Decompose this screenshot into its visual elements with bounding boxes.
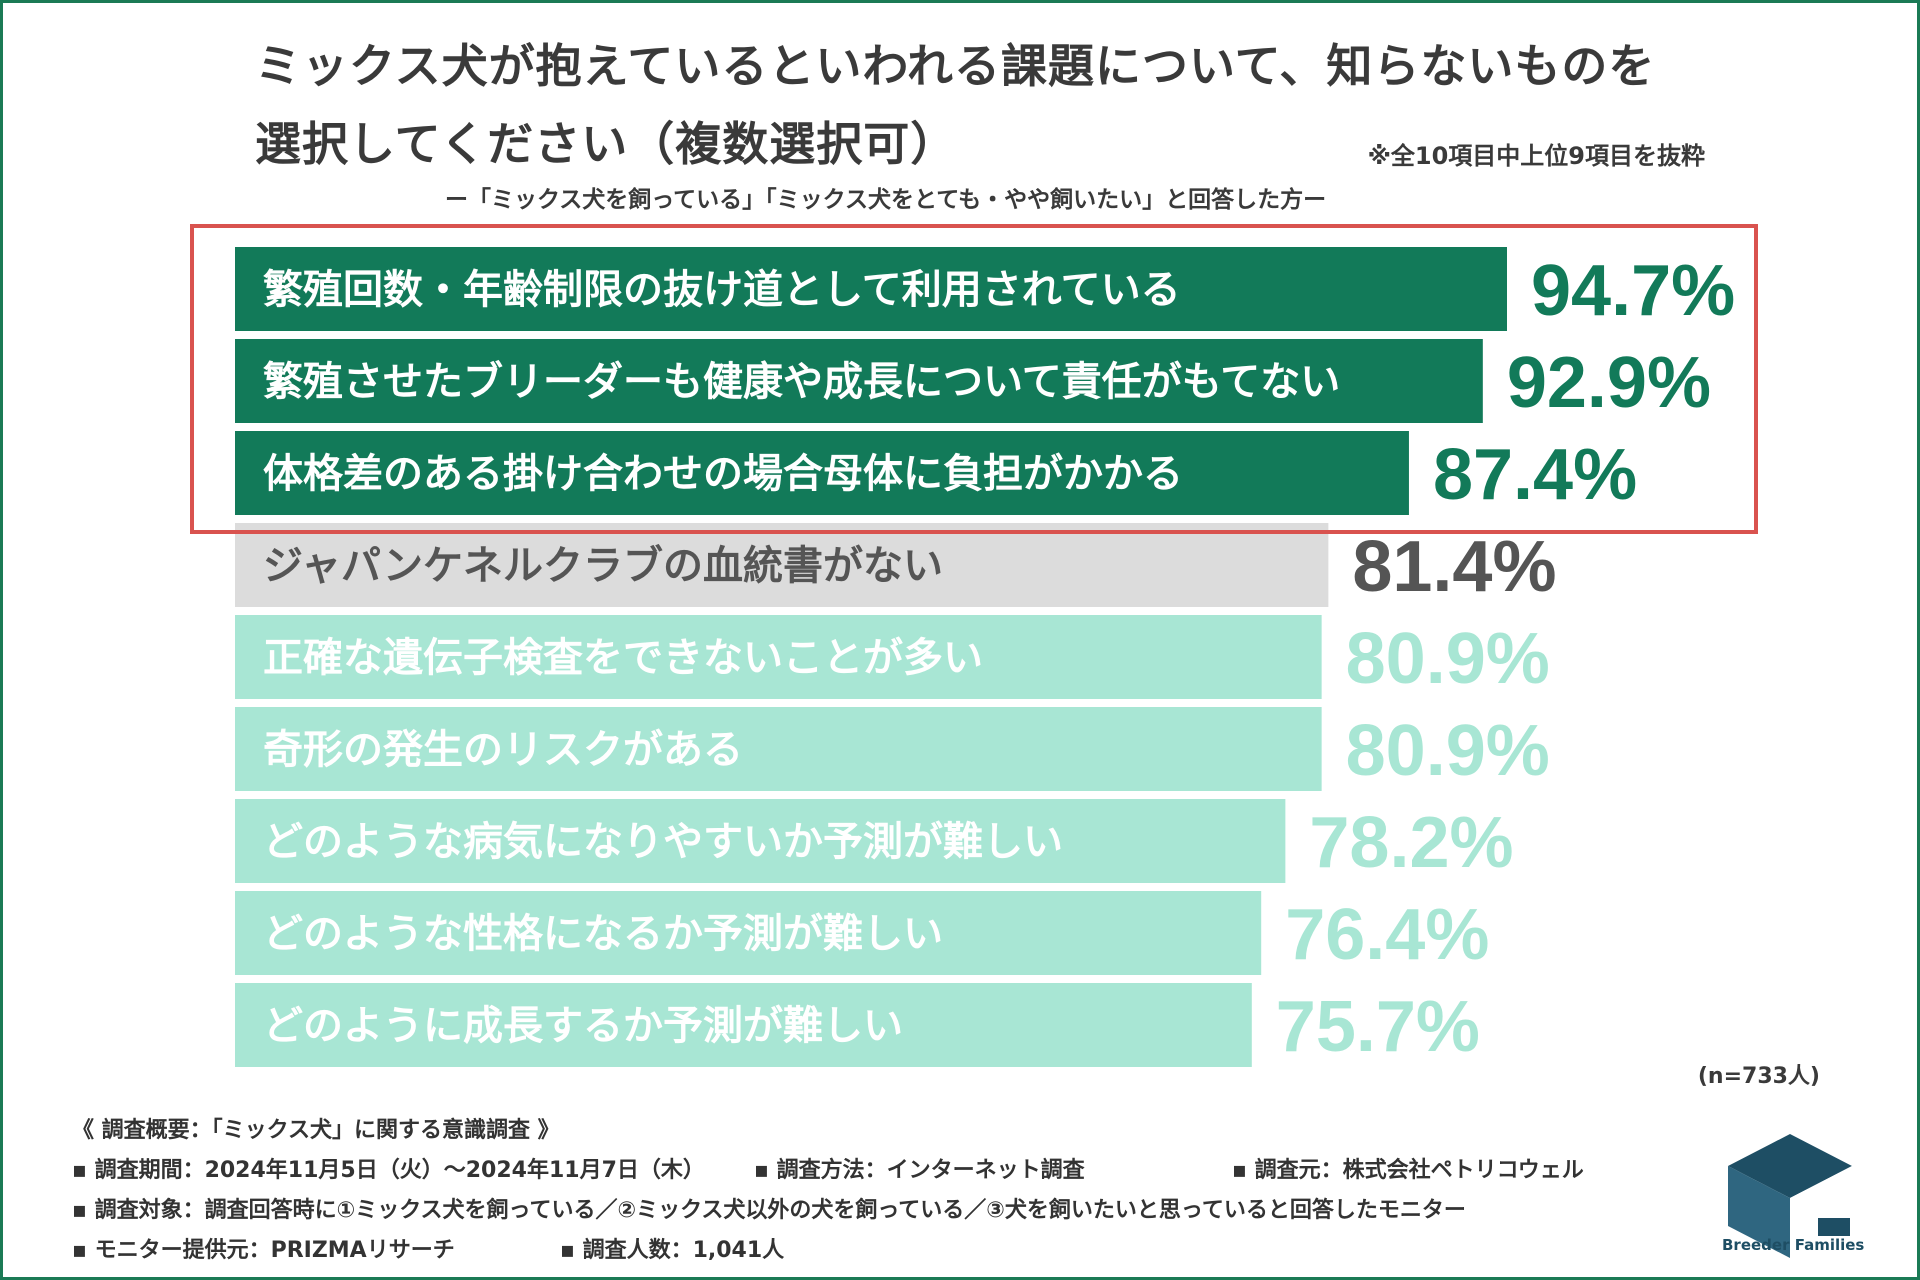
bar-4 <box>235 523 1329 607</box>
value-label-7: 78.2% <box>1309 803 1513 883</box>
bar-2 <box>235 339 1483 423</box>
category-label-8: どのような性格になるか予測が難しい <box>263 911 943 957</box>
top3-highlight-box <box>190 224 1758 534</box>
selection-note: ※全10項目中上位9項目を抜粋 <box>1367 142 1705 170</box>
bar-8 <box>235 891 1262 975</box>
value-label-1: 94.7% <box>1531 251 1735 331</box>
survey-provider: ▪ モニター提供元：PRIZMAリサーチ <box>72 1238 455 1263</box>
sample-size: (n=733人) <box>1697 1064 1820 1089</box>
chart-title-line1: ミックス犬が抱えているといわれる課題について、知らないものを <box>255 39 1656 93</box>
category-label-5: 正確な遺伝子検査をできないことが多い <box>263 635 983 681</box>
value-label-8: 76.4% <box>1285 895 1489 975</box>
category-label-2: 繁殖させたブリーダーも健康や成長について責任がもてない <box>263 359 1340 405</box>
bar-1 <box>235 247 1507 331</box>
value-label-6: 80.9% <box>1346 711 1550 791</box>
value-label-2: 92.9% <box>1507 343 1711 423</box>
bar-chart: 繁殖回数・年齢制限の抜け道として利用されている 94.7% 繁殖させたブリーダーも健… <box>235 247 1735 1067</box>
value-label-3: 87.4% <box>1433 435 1637 515</box>
bar-5 <box>235 615 1322 699</box>
category-label-4: ジャパンケネルクラブの血統書がない <box>263 543 943 589</box>
bar-3 <box>235 431 1409 515</box>
category-label-9: どのように成長するか予測が難しい <box>263 1003 903 1049</box>
category-label-6: 奇形の発生のリスクがある <box>263 727 743 773</box>
survey-header: 《 調査概要：「ミックス犬」に関する意識調査 》 <box>72 1118 560 1143</box>
survey-method: ▪ 調査方法：インターネット調査 <box>754 1158 1085 1183</box>
bar-7 <box>235 799 1286 883</box>
value-label-9: 75.7% <box>1276 987 1480 1067</box>
survey-source: ▪ 調査元：株式会社ペトリコウェル <box>1232 1158 1584 1183</box>
survey-period: ▪ 調査期間：2024年11月5日（火）～2024年11月7日（木） <box>72 1158 705 1183</box>
value-label-4: 81.4% <box>1352 527 1556 607</box>
chart-subtitle: ー「ミックス犬を飼っている」「ミックス犬をとても・やや飼いたい」と回答した方ー <box>445 187 1327 213</box>
category-label-7: どのような病気になりやすいか予測が難しい <box>263 819 1063 865</box>
category-label-3: 体格差のある掛け合わせの場合母体に負担がかかる <box>263 451 1183 497</box>
survey-target: ▪ 調査対象：調査回答時に①ミックス犬を飼っている／②ミックス犬以外の犬を飼って… <box>72 1198 1466 1223</box>
bar-6 <box>235 707 1322 791</box>
category-label-1: 繁殖回数・年齢制限の抜け道として利用されている <box>263 267 1181 313</box>
logo-text: Breeder Families <box>1722 1236 1865 1254</box>
breeder-families-logo-icon <box>1728 1134 1852 1258</box>
chart-title-line2: 選択してください（複数選択可） <box>255 117 958 171</box>
bar-9 <box>235 983 1252 1067</box>
value-label-5: 80.9% <box>1346 619 1550 699</box>
survey-count: ▪ 調査人数：1,041人 <box>560 1238 785 1263</box>
